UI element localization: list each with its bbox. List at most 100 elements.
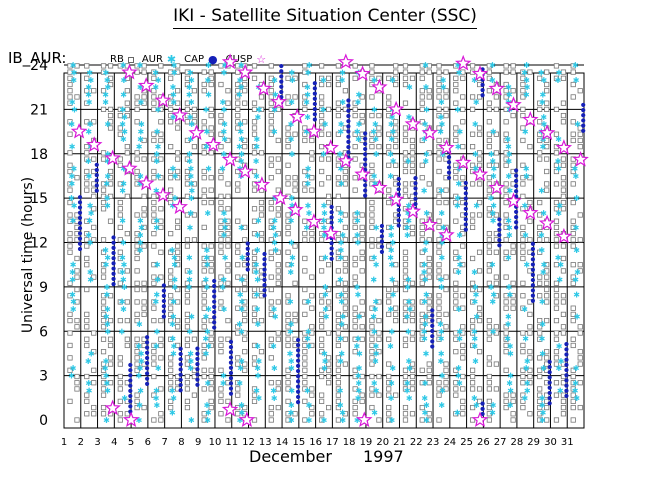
- rb-point: [402, 75, 409, 81]
- rb-point: [218, 280, 224, 286]
- cusp-point: [221, 151, 239, 167]
- aur-point: ✱: [289, 68, 296, 77]
- aur-point: ✱: [523, 61, 530, 70]
- aur-point: ✱: [288, 216, 295, 225]
- aur-point: ✱: [337, 128, 344, 137]
- cap-point: [178, 372, 183, 377]
- cap-point: [279, 84, 284, 89]
- aur-point: ✱: [338, 239, 345, 248]
- y-tick-label: 24: [30, 58, 48, 74]
- rb-point: [436, 386, 442, 392]
- rb-point: [168, 380, 174, 386]
- rb-point: [386, 336, 392, 342]
- rb-point: [342, 262, 348, 268]
- rb-point: [141, 156, 147, 162]
- aur-point: ✱: [489, 76, 496, 85]
- rb-point: [476, 212, 483, 218]
- rb-point: [510, 249, 516, 255]
- aur-point: ✱: [138, 349, 145, 358]
- rb-point: [218, 367, 224, 373]
- rb-point: [225, 262, 231, 268]
- aur-point: ✱: [407, 305, 414, 314]
- rb-point: [409, 361, 416, 367]
- aur-point: ✱: [454, 409, 461, 418]
- aur-point: ✱: [422, 246, 429, 255]
- rb-point: [426, 411, 432, 417]
- rb-point: [326, 199, 332, 206]
- rb-point: [134, 243, 140, 249]
- cap-point: [530, 298, 536, 303]
- rb-point: [393, 75, 399, 81]
- aur-point: ✱: [421, 261, 428, 270]
- aur-point: ✱: [219, 283, 226, 292]
- cap-point: [530, 252, 536, 257]
- rb-point: [537, 156, 543, 162]
- rb-point: [74, 274, 80, 280]
- rb-point: [309, 293, 315, 299]
- aur-point: ✱: [455, 179, 462, 188]
- rb-point: [175, 150, 181, 156]
- aur-point: ✱: [254, 231, 261, 240]
- rb-point: [285, 212, 291, 218]
- cap-point: [279, 89, 284, 95]
- rb-point: [201, 411, 207, 417]
- rb-point: [537, 404, 543, 411]
- aur-point: ✱: [222, 224, 229, 233]
- rb-point: [225, 193, 231, 199]
- aur-point: ✱: [370, 128, 377, 137]
- rb-point: [319, 94, 325, 100]
- rb-point: [460, 94, 466, 100]
- rb-point: [560, 398, 567, 404]
- rb-point: [168, 311, 174, 317]
- rb-point: [537, 137, 543, 144]
- cap-point: [363, 162, 368, 167]
- rb-point: [268, 199, 274, 206]
- aur-point: ✱: [170, 165, 177, 174]
- aur-point: ✱: [120, 275, 127, 284]
- rb-point: [184, 106, 191, 112]
- cap-point: [128, 404, 133, 409]
- cap-point: [195, 361, 200, 367]
- cap-point: [178, 351, 183, 357]
- aur-point: ✱: [439, 150, 446, 159]
- rb-point: [436, 293, 442, 299]
- cap-point: [144, 366, 150, 371]
- rb-point: [292, 280, 298, 286]
- rb-point: [242, 299, 248, 305]
- rb-point: [510, 417, 516, 423]
- rb-point: [275, 299, 281, 305]
- rb-point: [486, 69, 492, 75]
- rb-point: [218, 131, 224, 137]
- x-tick-label: 20: [376, 437, 389, 448]
- cusp-point: [305, 122, 323, 139]
- aur-point: ✱: [170, 83, 177, 92]
- rb-point: [527, 237, 533, 243]
- aur-point: ✱: [489, 409, 496, 418]
- rb-point: [151, 231, 157, 237]
- legend-label-cap: CAP: [184, 54, 204, 65]
- rb-point: [527, 199, 533, 206]
- aur-point: ✱: [507, 401, 514, 410]
- rb-point: [335, 237, 341, 243]
- cap-point: [446, 154, 452, 160]
- rb-point: [258, 199, 265, 206]
- rb-point: [520, 237, 526, 243]
- aur-point: ✱: [256, 394, 263, 403]
- rb-point: [225, 280, 231, 286]
- cap-point: [379, 239, 385, 244]
- rb-point: [100, 293, 107, 299]
- aur-point: ✱: [86, 386, 93, 395]
- rb-point: [436, 69, 442, 75]
- legend-cusp-star-icon: ☆: [256, 53, 267, 66]
- rb-point: [285, 262, 291, 268]
- rb-point: [107, 125, 114, 131]
- rb-point: [235, 305, 241, 311]
- rb-point: [235, 81, 241, 88]
- aur-point: ✱: [221, 120, 228, 129]
- rb-point: [175, 100, 181, 106]
- rb-point: [242, 305, 248, 311]
- aur-point: ✱: [539, 98, 546, 107]
- rb-point: [493, 386, 499, 392]
- aur-point: ✱: [490, 216, 497, 225]
- rb-point: [275, 380, 281, 386]
